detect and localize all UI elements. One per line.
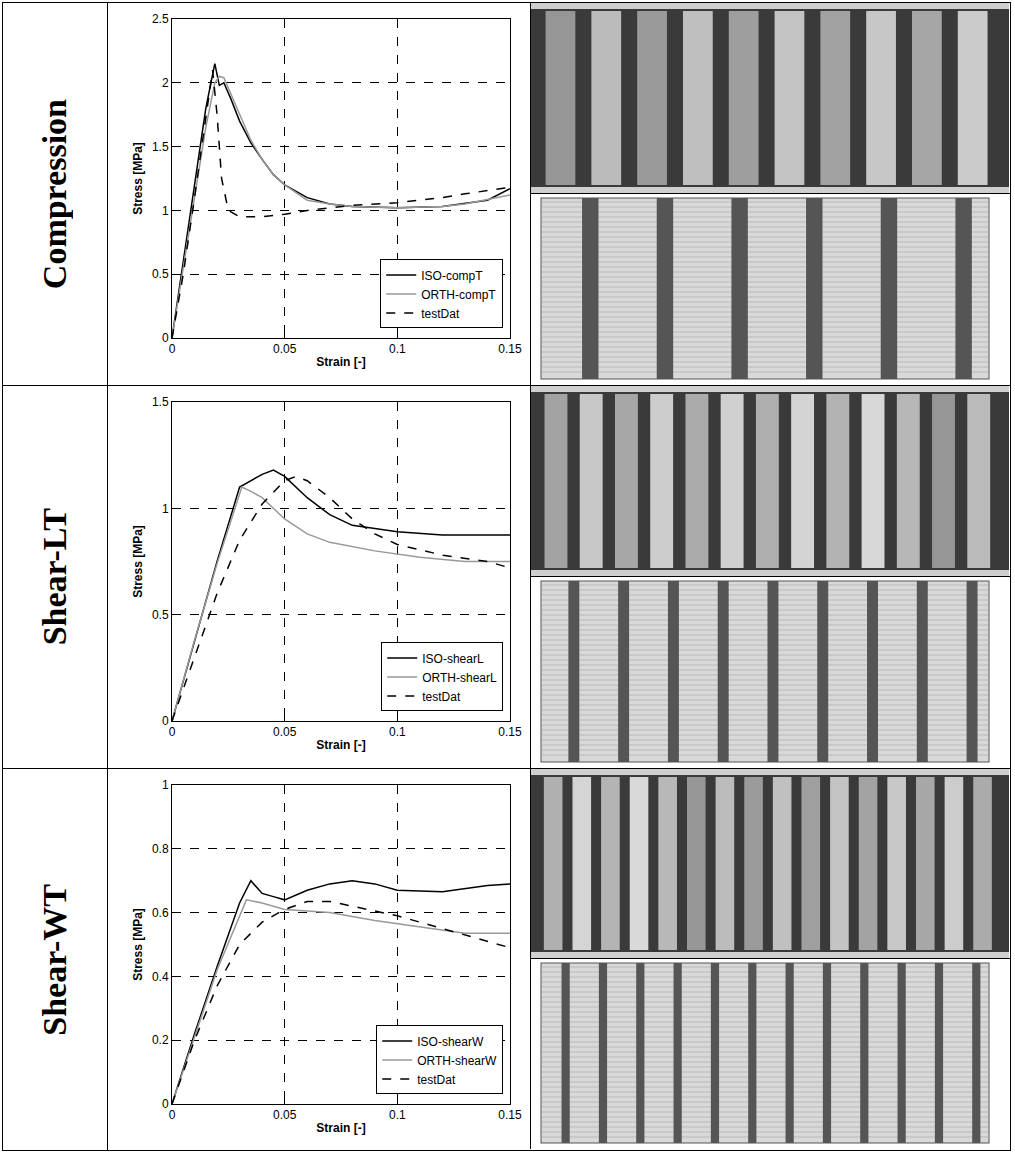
svg-text:2.5: 2.5 [152, 12, 169, 26]
svg-text:ORTH-shearW: ORTH-shearW [417, 1054, 497, 1068]
svg-text:0: 0 [162, 714, 169, 728]
svg-text:ISO-shearW: ISO-shearW [417, 1035, 484, 1049]
svg-text:Stress [MPa]: Stress [MPa] [131, 908, 145, 981]
svg-text:Strain [-]: Strain [-] [316, 738, 365, 752]
svg-text:0.05: 0.05 [273, 342, 297, 356]
svg-text:0.4: 0.4 [152, 970, 169, 984]
svg-text:0.05: 0.05 [273, 725, 297, 739]
svg-text:0.15: 0.15 [498, 1108, 522, 1122]
svg-text:0: 0 [169, 725, 176, 739]
svg-text:0.2: 0.2 [152, 1033, 169, 1047]
svg-text:0: 0 [169, 342, 176, 356]
svg-text:Stress [MPa]: Stress [MPa] [131, 142, 145, 215]
svg-text:1.5: 1.5 [152, 140, 169, 154]
html-text:Compression: Compression [36, 98, 73, 290]
svg-text:Stress [MPa]: Stress [MPa] [131, 525, 145, 598]
svg-text:ISO-shearL: ISO-shearL [422, 652, 484, 666]
svg-text:testDat: testDat [417, 1073, 456, 1087]
svg-text:testDat: testDat [422, 690, 461, 704]
svg-text:0.5: 0.5 [152, 267, 169, 281]
svg-text:0.8: 0.8 [152, 842, 169, 856]
svg-text:1: 1 [162, 502, 169, 516]
svg-text:2: 2 [162, 76, 169, 90]
svg-text:Strain [-]: Strain [-] [316, 355, 365, 369]
svg-text:ORTH-compT: ORTH-compT [421, 288, 496, 302]
svg-text:0: 0 [169, 1108, 176, 1122]
svg-text:0.1: 0.1 [389, 725, 406, 739]
svg-text:0.15: 0.15 [498, 725, 522, 739]
svg-text:1.5: 1.5 [152, 395, 169, 409]
svg-text:Strain [-]: Strain [-] [316, 1121, 365, 1135]
html-text:Shear-WT: Shear-WT [36, 883, 73, 1036]
svg-text:1: 1 [162, 204, 169, 218]
svg-text:0.1: 0.1 [389, 342, 406, 356]
svg-text:0.05: 0.05 [273, 1108, 297, 1122]
svg-text:0: 0 [162, 1097, 169, 1111]
svg-text:0.1: 0.1 [389, 1108, 406, 1122]
svg-text:testDat: testDat [421, 307, 460, 321]
svg-text:0: 0 [162, 331, 169, 345]
svg-text:ORTH-shearL: ORTH-shearL [422, 671, 497, 685]
svg-text:1: 1 [162, 778, 169, 792]
svg-text:0.6: 0.6 [152, 906, 169, 920]
svg-text:0.5: 0.5 [152, 608, 169, 622]
html-text:Shear-LT: Shear-LT [36, 508, 73, 646]
svg-text:ISO-compT: ISO-compT [421, 269, 483, 283]
svg-text:0.15: 0.15 [498, 342, 522, 356]
